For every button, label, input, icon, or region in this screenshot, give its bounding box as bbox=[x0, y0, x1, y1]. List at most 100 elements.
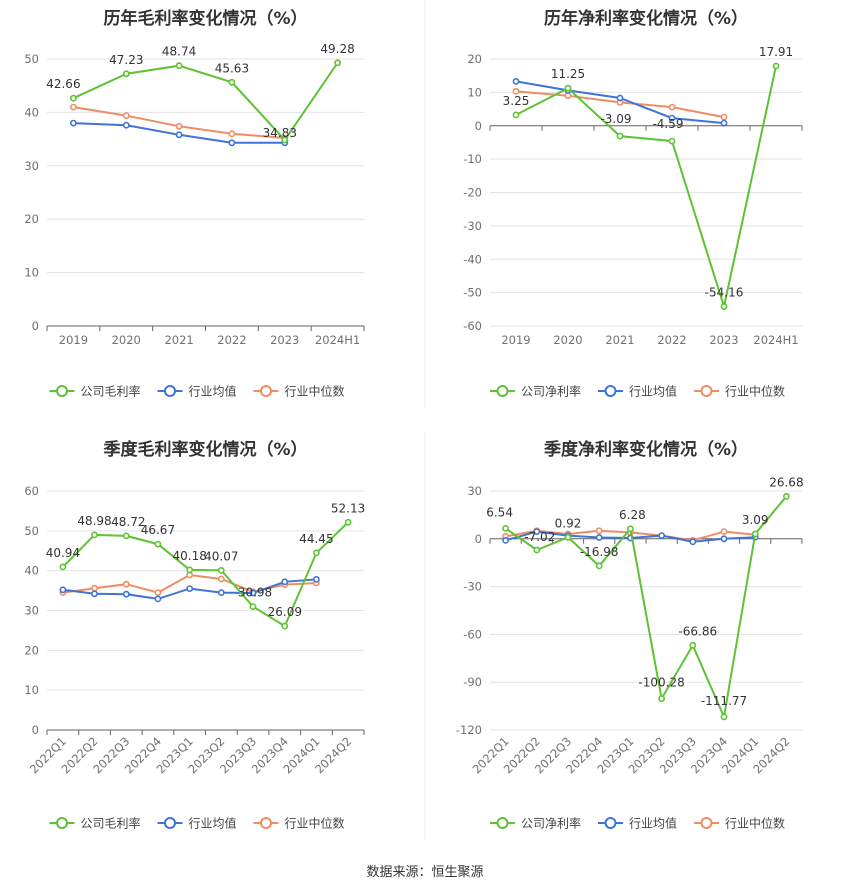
point-company[interactable] bbox=[689, 641, 697, 649]
legend-item-median[interactable]: 行业中位数 bbox=[694, 816, 785, 831]
y-tick-label: -10 bbox=[463, 152, 482, 166]
point-avg[interactable] bbox=[689, 538, 697, 546]
point-avg[interactable] bbox=[249, 589, 257, 597]
point-avg[interactable] bbox=[595, 534, 603, 541]
point-company[interactable] bbox=[122, 532, 130, 540]
point-company[interactable] bbox=[59, 563, 67, 571]
point-median[interactable] bbox=[668, 103, 676, 111]
point-company[interactable] bbox=[512, 111, 520, 119]
point-median[interactable] bbox=[720, 528, 728, 535]
point-company[interactable] bbox=[249, 603, 257, 610]
point-avg[interactable] bbox=[59, 586, 67, 594]
point-company[interactable] bbox=[720, 713, 728, 721]
legend-item-avg[interactable]: 行业均值 bbox=[157, 384, 237, 399]
point-avg[interactable] bbox=[658, 532, 665, 539]
y-tick-label: 50 bbox=[24, 524, 39, 538]
data-label: 40.18 bbox=[173, 549, 207, 563]
point-avg[interactable] bbox=[720, 119, 728, 127]
point-median[interactable] bbox=[70, 103, 77, 111]
point-company[interactable] bbox=[281, 136, 289, 144]
point-avg[interactable] bbox=[616, 94, 624, 102]
point-avg[interactable] bbox=[186, 585, 194, 592]
point-company[interactable] bbox=[627, 525, 634, 533]
point-median[interactable] bbox=[91, 584, 98, 592]
point-company[interactable] bbox=[595, 562, 603, 570]
point-avg[interactable] bbox=[668, 114, 676, 122]
point-company[interactable] bbox=[533, 546, 541, 554]
point-avg[interactable] bbox=[122, 121, 130, 129]
legend-item-avg[interactable]: 行业均值 bbox=[598, 816, 677, 831]
point-company[interactable] bbox=[720, 303, 728, 310]
point-avg[interactable] bbox=[312, 576, 320, 583]
y-tick-label: 20 bbox=[24, 212, 39, 226]
x-tick-label: 2020 bbox=[112, 333, 141, 347]
point-company[interactable] bbox=[154, 540, 162, 548]
point-avg[interactable] bbox=[70, 119, 77, 127]
point-company[interactable] bbox=[502, 525, 509, 532]
x-tick-label: 2022 bbox=[217, 333, 246, 347]
point-avg[interactable] bbox=[228, 139, 236, 147]
point-company[interactable] bbox=[228, 78, 236, 86]
legend-item-company[interactable]: 公司净利率 bbox=[490, 384, 581, 399]
point-company[interactable] bbox=[217, 567, 225, 574]
point-median[interactable] bbox=[564, 92, 572, 100]
point-company[interactable] bbox=[186, 566, 194, 574]
legend-item-median[interactable]: 行业中位数 bbox=[253, 816, 345, 831]
point-median[interactable] bbox=[228, 130, 236, 138]
point-median[interactable] bbox=[595, 527, 603, 535]
y-tick-label: 0 bbox=[475, 532, 482, 546]
y-tick-label: -90 bbox=[463, 675, 482, 689]
point-avg[interactable] bbox=[175, 131, 183, 139]
point-company[interactable] bbox=[751, 530, 759, 538]
point-median[interactable] bbox=[217, 575, 225, 583]
point-company[interactable] bbox=[564, 533, 572, 541]
y-tick-label: 30 bbox=[24, 604, 39, 618]
point-median[interactable] bbox=[154, 589, 162, 596]
point-median[interactable] bbox=[720, 113, 728, 121]
point-company[interactable] bbox=[616, 132, 624, 140]
legend-label: 公司毛利率 bbox=[81, 384, 141, 399]
legend-item-avg[interactable]: 行业均值 bbox=[598, 384, 677, 399]
legend-item-company[interactable]: 公司毛利率 bbox=[49, 384, 141, 399]
point-avg[interactable] bbox=[512, 78, 520, 85]
legend-item-company[interactable]: 公司净利率 bbox=[490, 816, 581, 831]
point-median[interactable] bbox=[122, 580, 130, 588]
legend-item-median[interactable]: 行业中位数 bbox=[253, 384, 345, 399]
point-avg[interactable] bbox=[281, 578, 289, 586]
point-company[interactable] bbox=[668, 137, 676, 145]
point-company[interactable] bbox=[564, 84, 572, 92]
point-avg[interactable] bbox=[720, 535, 728, 543]
point-avg[interactable] bbox=[502, 537, 509, 544]
point-avg[interactable] bbox=[122, 590, 130, 598]
point-company[interactable] bbox=[312, 549, 320, 557]
point-company[interactable] bbox=[175, 62, 183, 70]
point-median[interactable] bbox=[512, 88, 520, 95]
legend-item-company[interactable]: 公司毛利率 bbox=[49, 816, 141, 831]
data-label: -3.09 bbox=[600, 112, 631, 126]
point-company[interactable] bbox=[122, 70, 130, 78]
point-company[interactable] bbox=[334, 59, 341, 67]
data-label: 40.07 bbox=[204, 549, 238, 563]
data-label: 6.28 bbox=[619, 508, 646, 522]
point-company[interactable] bbox=[772, 62, 780, 70]
point-median[interactable] bbox=[175, 122, 183, 130]
legend-label: 公司净利率 bbox=[521, 816, 581, 831]
data-label: 48.98 bbox=[77, 514, 111, 528]
point-avg[interactable] bbox=[217, 589, 225, 596]
legend-label: 公司净利率 bbox=[521, 384, 581, 399]
point-avg[interactable] bbox=[91, 590, 98, 598]
y-tick-label: 10 bbox=[24, 266, 39, 280]
point-company[interactable] bbox=[783, 492, 790, 500]
point-company[interactable] bbox=[70, 94, 77, 102]
legend-item-avg[interactable]: 行业均值 bbox=[157, 816, 237, 831]
point-avg[interactable] bbox=[154, 595, 162, 603]
point-avg[interactable] bbox=[533, 528, 541, 535]
data-label: 45.63 bbox=[215, 61, 249, 75]
data-label: -16.98 bbox=[580, 545, 619, 559]
point-company[interactable] bbox=[91, 531, 98, 539]
legend-item-median[interactable]: 行业中位数 bbox=[694, 384, 785, 399]
point-company[interactable] bbox=[658, 695, 665, 702]
point-company[interactable] bbox=[344, 518, 352, 526]
point-median[interactable] bbox=[122, 112, 130, 119]
point-company[interactable] bbox=[281, 622, 289, 630]
